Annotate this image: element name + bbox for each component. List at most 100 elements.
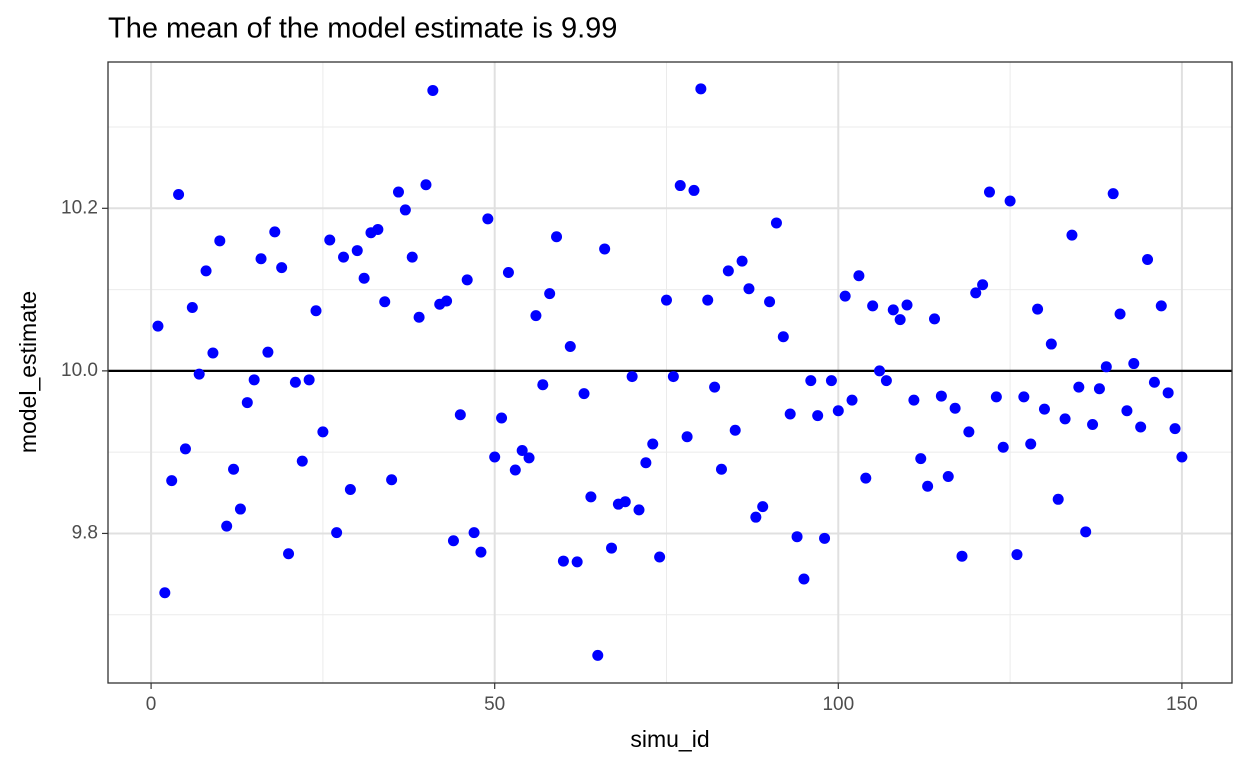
y-tick-label: 9.8 (72, 522, 98, 543)
point (447, 535, 459, 547)
point (1038, 403, 1050, 415)
point (963, 426, 975, 438)
point (654, 551, 666, 563)
point (324, 234, 336, 246)
point (819, 532, 831, 544)
point (1004, 195, 1016, 207)
point (386, 474, 398, 486)
point (283, 548, 295, 560)
point (509, 464, 521, 476)
x-axis-title: simu_id (630, 726, 709, 752)
point (1148, 376, 1160, 388)
point (214, 235, 226, 247)
point (970, 287, 982, 299)
point (805, 375, 817, 387)
point (757, 501, 769, 513)
point (592, 649, 604, 661)
point (1100, 361, 1112, 373)
point (901, 299, 913, 311)
point (496, 412, 508, 424)
point (557, 555, 569, 567)
point (179, 443, 191, 455)
point (578, 388, 590, 400)
point (839, 290, 851, 302)
point (502, 267, 514, 279)
point (269, 226, 281, 238)
point (681, 431, 693, 443)
point (276, 262, 288, 274)
point (1018, 391, 1030, 403)
point (977, 279, 989, 291)
point (427, 84, 439, 96)
point (825, 375, 837, 387)
point (262, 346, 274, 358)
point (173, 188, 185, 200)
point (1155, 300, 1167, 312)
point (1059, 413, 1071, 425)
point (812, 410, 824, 422)
point (770, 217, 782, 229)
point (640, 457, 652, 469)
point (750, 511, 762, 523)
point (516, 445, 528, 457)
y-tick-label: 10.0 (61, 360, 98, 381)
point (929, 313, 941, 325)
point (894, 314, 906, 326)
point (777, 331, 789, 343)
point (530, 310, 542, 322)
point (166, 475, 178, 487)
point (248, 374, 260, 386)
point (344, 484, 356, 496)
point (956, 550, 968, 562)
point (1114, 308, 1126, 320)
point (1142, 254, 1154, 266)
point (867, 300, 879, 312)
point (475, 546, 487, 558)
point (688, 184, 700, 196)
point (289, 376, 301, 388)
point (1121, 405, 1133, 417)
point (660, 294, 672, 306)
point (874, 365, 886, 377)
point (392, 186, 404, 198)
point (159, 587, 171, 599)
x-tick-label: 50 (484, 694, 505, 715)
point (523, 452, 535, 464)
point (860, 472, 872, 484)
point (544, 288, 556, 300)
point (255, 253, 267, 265)
point (1107, 188, 1119, 200)
point (221, 520, 233, 532)
point (186, 301, 198, 313)
point (667, 371, 679, 383)
point (1045, 338, 1057, 350)
point (399, 204, 411, 216)
point (585, 491, 597, 503)
point (152, 320, 164, 332)
point (887, 304, 899, 316)
panel-border (107, 61, 1233, 684)
point (537, 379, 549, 391)
point (633, 504, 645, 516)
point (1073, 381, 1085, 393)
point (791, 531, 803, 543)
point (406, 251, 418, 263)
point (942, 471, 954, 483)
point (599, 243, 611, 255)
point (468, 527, 480, 539)
point (303, 374, 315, 386)
y-axis-title: model_estimate (15, 291, 41, 453)
point (674, 180, 686, 192)
point (454, 409, 466, 421)
point (1128, 358, 1140, 370)
point (551, 231, 563, 243)
point (1032, 303, 1044, 315)
point (1169, 423, 1181, 435)
point (606, 542, 618, 554)
point (482, 213, 494, 225)
y-tick-label: 10.2 (61, 197, 98, 218)
point (331, 527, 343, 539)
point (990, 391, 1002, 403)
